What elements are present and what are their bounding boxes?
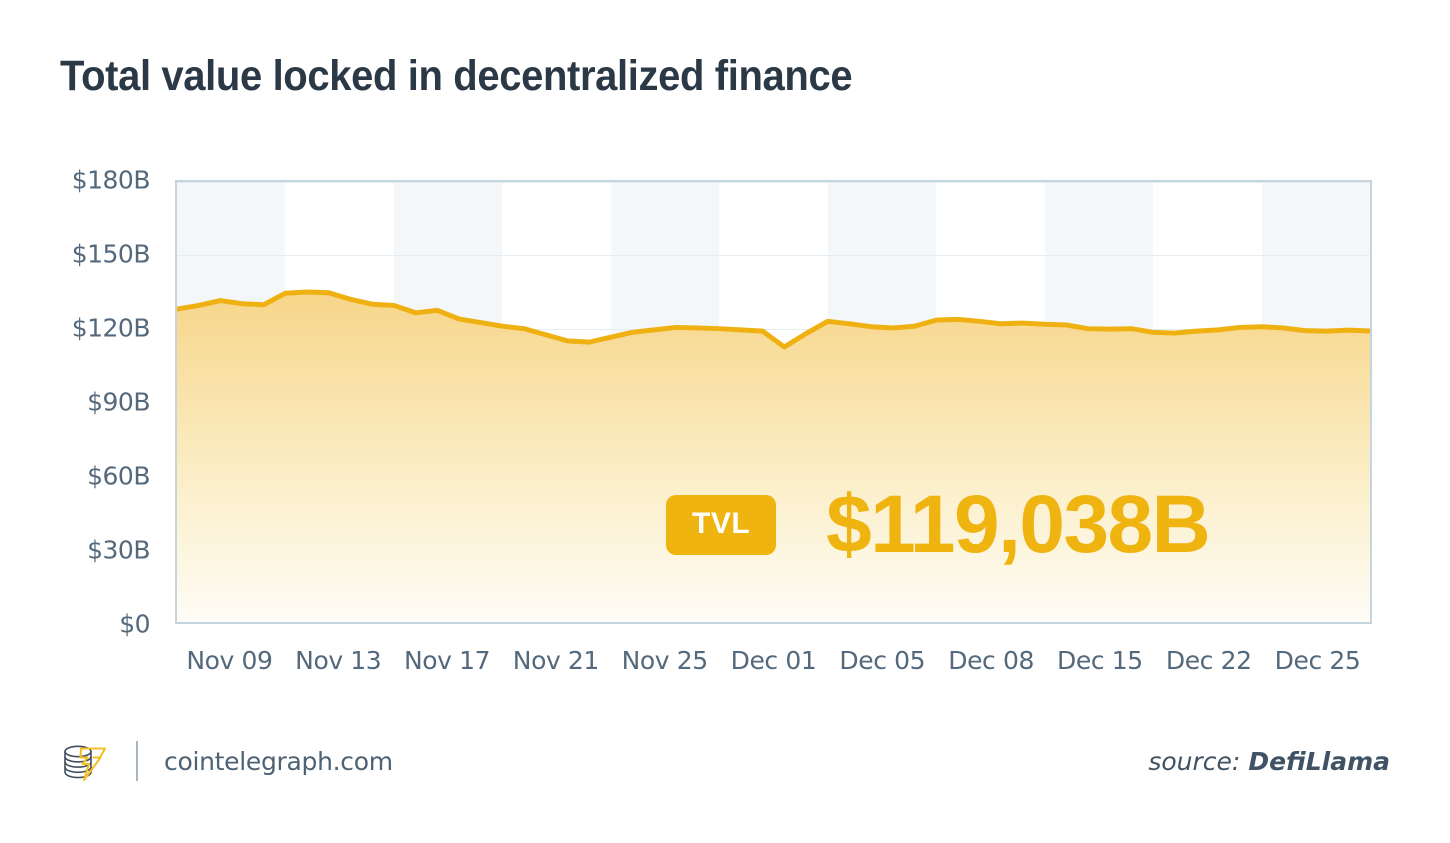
x-tick-label: Dec 05 (839, 646, 926, 675)
cointelegraph-logo-icon (64, 745, 107, 782)
gridline (177, 622, 1370, 623)
x-tick-label: Nov 09 (186, 646, 273, 675)
x-tick-label: Nov 25 (621, 646, 709, 675)
chart-plot-area (175, 180, 1372, 624)
x-tick-label: Dec 01 (730, 646, 817, 675)
x-tick-label: Nov 21 (512, 646, 600, 675)
y-axis-labels: $180B $150B $120B $90B $60B $30B $0 (0, 166, 151, 639)
x-tick-label: Nov 13 (295, 646, 382, 675)
y-tick-180: $180B (71, 165, 151, 195)
y-tick-150: $150B (71, 239, 151, 269)
x-tick-label: Dec 15 (1057, 646, 1143, 675)
x-tick-label: Dec 25 (1274, 646, 1361, 675)
tvl-value: $119,038B (826, 479, 1211, 570)
x-axis-labels: Nov 09 Nov 13 Nov 17 Nov 21 Nov 25 Dec 01 Dec … (175, 646, 1372, 686)
source-name: DefiLlama (1248, 746, 1390, 776)
footer-site-label: cointelegraph.com (164, 746, 393, 776)
tvl-badge: TVL (666, 495, 777, 555)
source-prefix: source: (1148, 746, 1241, 776)
y-tick-30: $30B (87, 535, 150, 565)
y-tick-90: $90B (87, 387, 150, 417)
y-tick-120: $120B (71, 313, 151, 343)
footer: cointelegraph.com source: DefiLlama (0, 726, 1450, 796)
x-tick-label: Dec 22 (1165, 646, 1252, 675)
tvl-area-series (177, 289, 1370, 622)
tvl-callout: TVL $119,038B (666, 479, 1211, 570)
footer-source: source: DefiLlama (1148, 726, 1390, 796)
x-tick-label: Nov 17 (403, 646, 491, 675)
x-tick-label: Dec 08 (948, 646, 1034, 675)
plot-frame (175, 180, 1372, 624)
footer-brand: cointelegraph.com (60, 726, 393, 796)
page-title: Total value locked in decentralized fina… (60, 52, 853, 100)
y-tick-0: $0 (119, 609, 150, 639)
footer-divider (136, 741, 138, 781)
y-tick-60: $60B (87, 461, 150, 491)
